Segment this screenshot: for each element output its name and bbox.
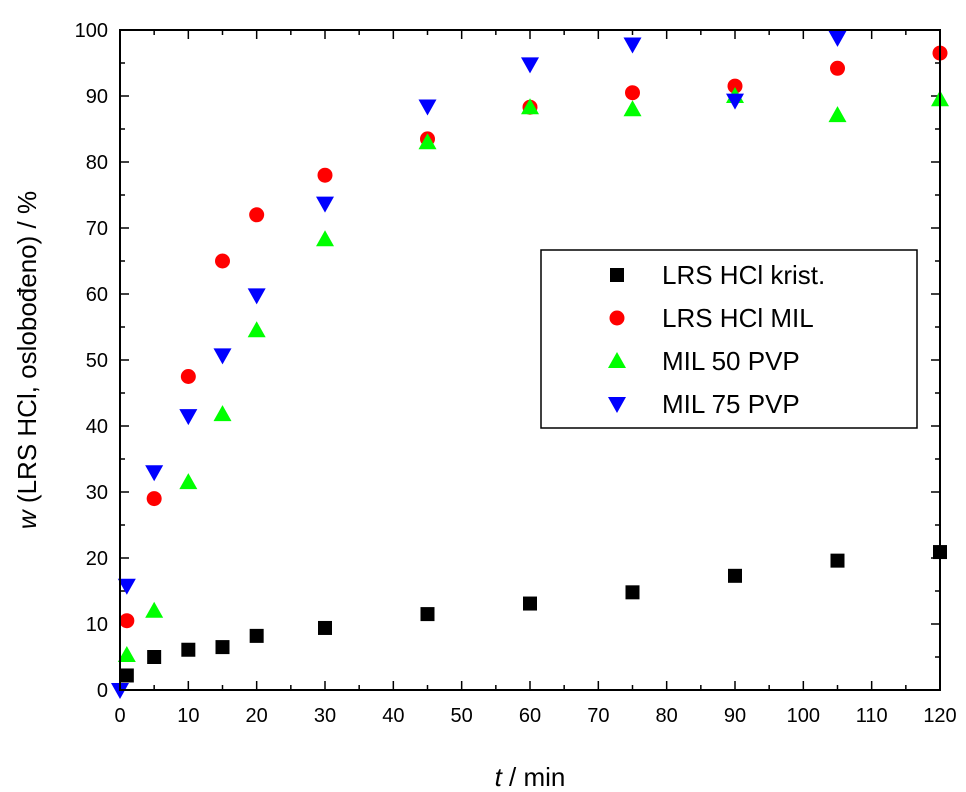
x-tick-label: 10 xyxy=(177,705,199,727)
x-tick-label: 30 xyxy=(314,705,336,727)
x-tick-label: 40 xyxy=(382,705,404,727)
data-point-lrs-hcl-krist xyxy=(249,628,264,643)
legend-marker-mil-50-pvp xyxy=(608,352,626,368)
x-tick-label: 60 xyxy=(519,705,541,727)
legend: LRS HCl krist. LRS HCl MIL MIL 50 PVP MIL 7… xyxy=(540,249,918,429)
x-tick-label: 120 xyxy=(923,705,956,727)
data-point-lrs-hcl-mil xyxy=(146,491,162,507)
y-axis-title: w (LRS HCl, oslobođeno) / % xyxy=(12,191,42,529)
data-point-mil-50-pvp xyxy=(521,98,539,115)
data-point-mil-50-pvp xyxy=(418,133,437,150)
data-point-mil-75-pvp xyxy=(213,348,232,365)
x-tick-label: 100 xyxy=(787,705,820,727)
data-point-mil-75-pvp xyxy=(418,99,437,116)
data-point-mil-50-pvp xyxy=(247,321,266,338)
data-point-lrs-hcl-krist xyxy=(728,568,742,583)
x-tick-label: 0 xyxy=(114,705,125,727)
data-point-mil-50-pvp xyxy=(623,100,642,117)
data-point-mil-75-pvp xyxy=(117,578,136,595)
x-tick-label: 70 xyxy=(587,705,609,727)
data-point-mil-50-pvp xyxy=(145,601,164,618)
x-tick-label: 20 xyxy=(246,705,268,727)
legend-label-lrs-hcl-krist: LRS HCl krist. xyxy=(662,260,825,290)
data-point-lrs-hcl-mil xyxy=(727,78,743,94)
data-point-lrs-hcl-krist xyxy=(147,650,162,664)
data-point-mil-75-pvp xyxy=(623,37,642,54)
x-tick-label: 110 xyxy=(856,705,888,727)
y-tick-label: 70 xyxy=(86,218,108,240)
data-point-lrs-hcl-mil xyxy=(625,85,640,101)
data-point-lrs-hcl-mil xyxy=(119,613,135,629)
plot-frame xyxy=(119,29,941,691)
data-point-lrs-hcl-krist xyxy=(215,640,230,655)
data-point-mil-50-pvp xyxy=(828,106,847,123)
data-point-lrs-hcl-mil xyxy=(317,167,333,183)
y-tick-label: 60 xyxy=(86,284,108,306)
x-tick-label: 80 xyxy=(656,705,678,727)
legend-box xyxy=(540,249,918,429)
y-tick-label: 0 xyxy=(97,680,108,702)
data-point-mil-50-pvp xyxy=(213,405,232,422)
legend-marker-lrs-hcl-mil xyxy=(609,310,625,326)
data-point-lrs-hcl-krist xyxy=(420,607,435,622)
y-tick-label: 80 xyxy=(86,152,108,174)
data-point-mil-75-pvp xyxy=(521,57,539,74)
data-point-lrs-hcl-krist xyxy=(523,596,537,611)
data-point-lrs-hcl-krist xyxy=(830,553,845,568)
legend-marker-lrs-hcl-krist xyxy=(610,268,624,282)
data-point-lrs-hcl-mil xyxy=(830,60,845,76)
data-point-lrs-hcl-krist xyxy=(181,642,196,657)
x-tick-label: 50 xyxy=(451,705,473,727)
data-point-mil-75-pvp xyxy=(247,288,266,305)
data-point-mil-75-pvp xyxy=(145,465,164,482)
y-tick-label: 90 xyxy=(86,86,108,108)
y-tick-label: 50 xyxy=(86,350,108,372)
data-point-mil-75-pvp xyxy=(726,93,744,110)
data-point-mil-75-pvp xyxy=(828,30,847,47)
data-point-mil-75-pvp xyxy=(316,196,334,213)
data-point-lrs-hcl-krist xyxy=(119,668,134,683)
data-point-mil-75-pvp xyxy=(179,409,198,426)
legend-marker-mil-75-pvp xyxy=(608,397,626,413)
legend-label-mil-75-pvp: MIL 75 PVP xyxy=(662,389,800,419)
y-tick-label: 40 xyxy=(86,416,108,438)
data-point-mil-50-pvp xyxy=(117,646,136,663)
data-point-lrs-hcl-mil xyxy=(249,207,265,223)
data-point-lrs-hcl-mil xyxy=(215,253,230,269)
data-point-lrs-hcl-mil xyxy=(180,369,196,384)
x-axis-ticks: 0 10 20 30 40 50 60 70 80 90 100 110 120 xyxy=(114,30,957,727)
y-tick-label: 20 xyxy=(86,548,108,570)
data-point-mil-50-pvp xyxy=(179,473,198,490)
x-axis-title: t / min xyxy=(495,762,566,792)
data-point-lrs-hcl-krist xyxy=(625,585,640,600)
data-point-lrs-hcl-krist xyxy=(318,620,332,635)
y-tick-label: 30 xyxy=(86,482,108,504)
data-point-mil-50-pvp xyxy=(316,230,334,247)
y-tick-label: 100 xyxy=(75,20,108,42)
data-markers xyxy=(111,30,949,699)
x-tick-label: 90 xyxy=(724,705,746,727)
legend-label-lrs-hcl-mil: LRS HCl MIL xyxy=(662,303,814,333)
legend-label-mil-50-pvp: MIL 50 PVP xyxy=(662,346,800,376)
y-tick-label: 10 xyxy=(86,614,108,636)
